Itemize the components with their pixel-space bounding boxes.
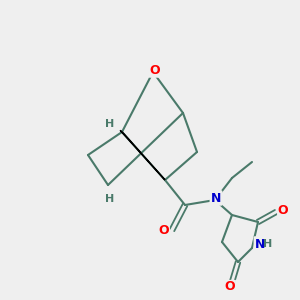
Text: H: H — [263, 239, 273, 249]
Text: O: O — [278, 203, 288, 217]
Polygon shape — [120, 130, 165, 180]
Text: N: N — [255, 238, 265, 250]
Text: O: O — [150, 64, 160, 76]
Text: N: N — [211, 191, 221, 205]
Text: O: O — [159, 224, 169, 236]
Text: O: O — [225, 280, 235, 293]
Text: H: H — [105, 119, 115, 129]
Text: H: H — [105, 194, 115, 204]
